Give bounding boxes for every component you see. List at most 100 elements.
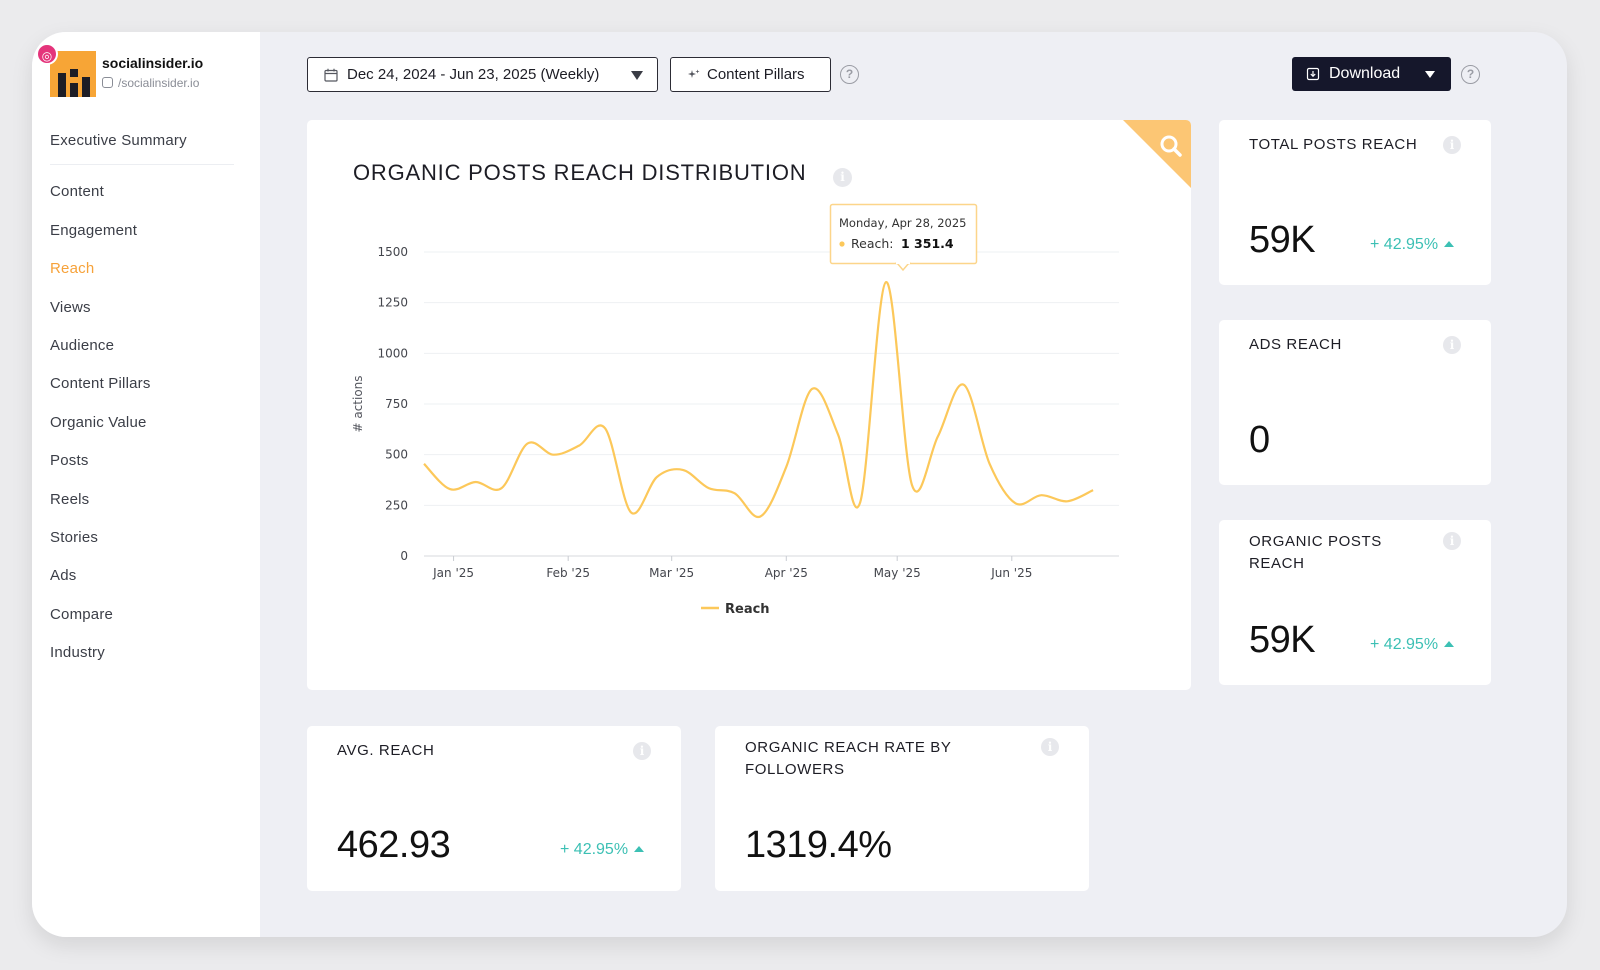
data-point-reach[interactable] — [933, 431, 943, 441]
x-tick-label: Mar '25 — [649, 566, 694, 580]
sidebar-item-views[interactable]: Views — [50, 298, 91, 316]
data-point-reach[interactable] — [652, 472, 662, 482]
content-pillars-label: Content Pillars — [707, 66, 805, 83]
content-pillars-button[interactable]: Content Pillars — [670, 57, 831, 92]
data-point-reach[interactable] — [1010, 498, 1020, 508]
data-point-reach[interactable] — [907, 480, 917, 490]
date-range-picker[interactable]: Dec 24, 2024 - Jun 23, 2025 (Weekly) — [307, 57, 658, 92]
data-point-reach[interactable] — [445, 484, 455, 494]
data-point-reach[interactable] — [855, 497, 865, 507]
data-point-reach[interactable] — [807, 384, 817, 394]
sidebar-item-engagement[interactable]: Engagement — [50, 221, 138, 239]
data-point-reach[interactable] — [678, 465, 688, 475]
y-tick-label: 250 — [385, 498, 408, 512]
sidebar-item-content-pillars[interactable]: Content Pillars — [50, 375, 151, 393]
series-line-reach — [423, 280, 1094, 519]
avg-reach-card: AVG. REACH i 462.93 + 42.95% — [307, 726, 681, 891]
data-point-reach[interactable] — [959, 380, 969, 390]
sidebar-item-industry[interactable]: Industry — [50, 644, 105, 662]
sidebar-item-organic-value[interactable]: Organic Value — [50, 413, 147, 431]
x-tick-label: Feb '25 — [546, 566, 590, 580]
total-posts-reach-title: TOTAL POSTS REACH — [1249, 136, 1418, 153]
sidebar-item-posts[interactable]: Posts — [50, 452, 89, 470]
chart-tooltip: Monday, Apr 28, 2025 Reach: 1 351.4 — [829, 203, 978, 272]
data-point-reach[interactable] — [1088, 485, 1098, 495]
organic-reach-rate-card: ORGANIC REACH RATE BY FOLLOWERS i 1319.4% — [715, 726, 1089, 891]
legend[interactable]: Reach — [701, 602, 770, 617]
data-point-reach[interactable] — [419, 459, 429, 469]
tooltip-date: Monday, Apr 28, 2025 — [839, 216, 966, 230]
data-point-reach[interactable] — [1062, 496, 1072, 506]
download-button[interactable]: Download — [1292, 57, 1451, 91]
sparkle-icon — [688, 69, 700, 78]
tooltip-marker — [839, 241, 845, 247]
trend-up-icon — [1444, 241, 1455, 247]
tooltip-label: Reach: — [851, 236, 893, 251]
calendar-icon — [324, 68, 338, 82]
sidebar-item-content[interactable]: Content — [50, 183, 104, 201]
reach-line-chart: 0 250 500 750 1000 1250 1500 Jan '25 Feb '25 Mar … — [351, 203, 1119, 617]
data-point-reach[interactable] — [833, 429, 843, 439]
sidebar-item-stories[interactable]: Stories — [50, 528, 99, 546]
trend-up-icon — [634, 846, 645, 852]
data-point-reach[interactable] — [497, 483, 507, 493]
data-point-reach[interactable] — [781, 462, 791, 472]
app-window: ◎ socialinsider.io /socialinsider.io Exe… — [32, 32, 1567, 937]
data-point-reach[interactable] — [548, 450, 558, 460]
x-tick-label: Apr '25 — [765, 566, 808, 580]
data-point-reach[interactable] — [626, 507, 636, 517]
y-axis-label: # actions — [351, 375, 365, 432]
y-tick-label: 750 — [385, 397, 408, 411]
avg-reach-change: + 42.95% — [560, 841, 645, 859]
organic-reach-rate-title-line1: ORGANIC REACH RATE BY — [745, 739, 952, 756]
data-point-reach[interactable] — [881, 277, 891, 287]
help-icon[interactable]: ? — [840, 65, 859, 84]
data-point-reach[interactable] — [574, 441, 584, 451]
organic-reach-rate-info-icon[interactable]: i — [1041, 738, 1059, 756]
organic-posts-reach-value: 59K — [1249, 619, 1316, 661]
chart-info-icon[interactable]: i — [833, 168, 852, 187]
data-point-reach[interactable] — [730, 488, 740, 498]
avg-reach-value: 462.93 — [337, 824, 451, 866]
sidebar-item-compare[interactable]: Compare — [50, 605, 114, 623]
sidebar-item-reach[interactable]: Reach — [50, 260, 95, 278]
trend-up-icon — [1444, 641, 1455, 647]
zoom-corner[interactable] — [1123, 120, 1191, 188]
data-point-reach[interactable] — [471, 477, 481, 487]
organic-reach-rate-value: 1319.4% — [745, 824, 892, 866]
download-icon — [1306, 67, 1320, 81]
data-point-reach[interactable] — [985, 459, 995, 469]
tooltip-value: 1 351.4 — [901, 236, 954, 251]
organic-posts-reach-change: + 42.95% — [1370, 636, 1455, 654]
ads-reach-info-icon[interactable]: i — [1443, 336, 1461, 354]
download-help-icon[interactable]: ? — [1461, 65, 1480, 84]
caret-down-icon[interactable] — [1425, 71, 1435, 78]
total-posts-reach-info-icon[interactable]: i — [1443, 136, 1461, 154]
avg-reach-info-icon[interactable]: i — [633, 742, 651, 760]
profile-header[interactable]: ◎ socialinsider.io /socialinsider.io — [36, 43, 250, 101]
ads-reach-value: 0 — [1249, 419, 1270, 461]
organic-posts-reach-title-line2: REACH — [1249, 555, 1305, 572]
sidebar-item-executive-summary[interactable]: Executive Summary — [50, 132, 187, 149]
y-tick-label: 1000 — [377, 346, 408, 360]
sidebar-item-audience[interactable]: Audience — [50, 336, 115, 354]
avg-reach-title: AVG. REACH — [337, 742, 435, 759]
total-posts-reach-change-text: + 42.95% — [1370, 236, 1439, 253]
download-label: Download — [1329, 65, 1401, 82]
data-point-reach[interactable] — [755, 511, 765, 521]
ads-reach-card: ADS REACH i 0 — [1219, 320, 1491, 485]
sidebar-item-ads[interactable]: Ads — [50, 567, 77, 585]
organic-posts-reach-info-icon[interactable]: i — [1443, 532, 1461, 550]
data-point-reach[interactable] — [523, 439, 533, 449]
data-point-reach[interactable] — [704, 483, 714, 493]
x-tick-label: Jun '25 — [990, 566, 1032, 580]
avg-reach-change-text: + 42.95% — [560, 841, 629, 858]
data-point-reach[interactable] — [1036, 490, 1046, 500]
data-point-reach[interactable] — [600, 423, 610, 433]
ads-reach-title: ADS REACH — [1249, 336, 1342, 353]
sidebar-item-reels[interactable]: Reels — [50, 490, 90, 508]
instagram-icon: ◎ — [36, 43, 58, 65]
total-posts-reach-value: 59K — [1249, 219, 1316, 261]
profile-name: socialinsider.io — [102, 55, 204, 71]
chevron-down-icon — [631, 71, 643, 80]
